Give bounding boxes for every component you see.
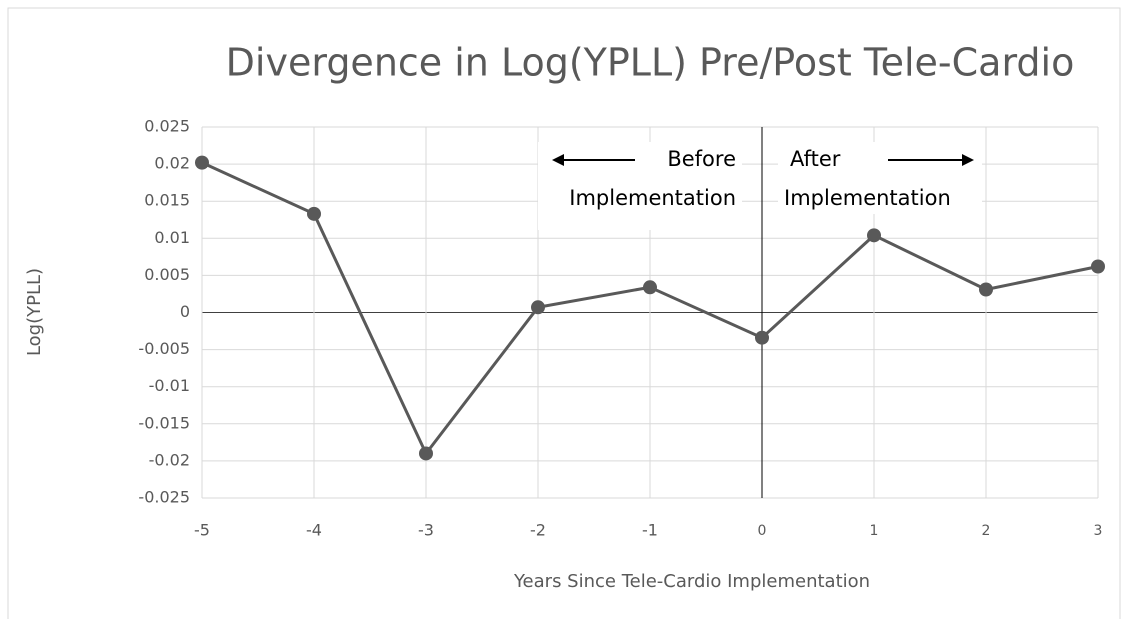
y-tick-label: 0 xyxy=(180,302,190,321)
data-point xyxy=(531,300,545,315)
x-tick-label: -4 xyxy=(306,521,322,540)
x-tick-label: 2 xyxy=(982,523,991,539)
data-point xyxy=(643,280,657,295)
data-point xyxy=(867,228,881,243)
chart-title: Divergence in Log(YPLL) Pre/Post Tele-Ca… xyxy=(226,41,1075,85)
y-tick-label: 0.015 xyxy=(144,191,190,210)
data-point xyxy=(419,446,433,461)
annotation: After xyxy=(790,147,841,171)
x-tick-label: -1 xyxy=(642,521,658,540)
data-point xyxy=(979,282,993,297)
x-tick-label: 0 xyxy=(758,523,767,539)
y-tick-label: -0.025 xyxy=(138,488,190,507)
y-tick-label: -0.02 xyxy=(149,450,190,469)
y-tick-label: 0.02 xyxy=(154,154,190,173)
annotation: Implementation xyxy=(569,186,736,210)
data-point xyxy=(195,155,209,170)
y-tick-label: -0.015 xyxy=(138,413,190,432)
data-point xyxy=(307,206,321,221)
y-axis-label: Log(YPLL) xyxy=(24,268,45,356)
y-tick-label: 0.01 xyxy=(154,228,190,247)
annotation: Before xyxy=(667,147,736,171)
data-point xyxy=(755,330,769,345)
x-axis-label: Years Since Tele-Cardio Implementation xyxy=(513,571,870,592)
x-tick-label: -3 xyxy=(418,521,434,540)
y-tick-label: -0.005 xyxy=(138,339,190,358)
x-tick-label: -5 xyxy=(194,521,210,540)
arrow-head xyxy=(552,154,564,166)
x-tick-label: 1 xyxy=(870,523,879,539)
chart-border xyxy=(7,7,1121,619)
arrow-head xyxy=(962,154,974,166)
y-tick-label: 0.025 xyxy=(144,117,190,136)
x-tick-label: 3 xyxy=(1094,523,1103,539)
y-tick-label: -0.01 xyxy=(149,376,190,395)
x-tick-label: -2 xyxy=(530,521,546,540)
annotation-backdrop xyxy=(778,142,982,214)
y-tick-label: 0.005 xyxy=(144,265,190,284)
data-point xyxy=(1091,259,1105,274)
annotation: Implementation xyxy=(784,186,951,210)
annotation-backdrop xyxy=(538,142,742,230)
